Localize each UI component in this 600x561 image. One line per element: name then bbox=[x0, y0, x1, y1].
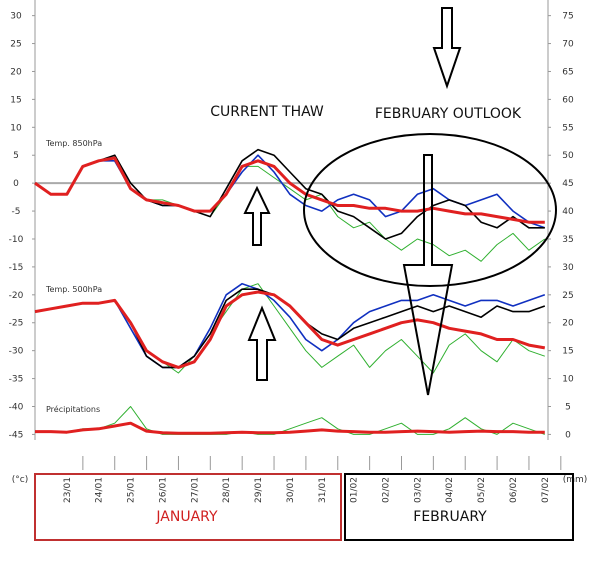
february-box bbox=[344, 473, 574, 541]
x-tick-label: 24/01 bbox=[95, 477, 105, 503]
y2-tick-label: 75 bbox=[562, 12, 573, 22]
y-tick-label: -20 bbox=[9, 291, 24, 301]
series-line bbox=[34, 148, 545, 240]
series-line bbox=[34, 290, 546, 369]
x-tick-label: 28/01 bbox=[222, 477, 232, 503]
y-tick-label: -25 bbox=[9, 319, 24, 329]
y2-tick-label: 40 bbox=[562, 207, 574, 217]
series-label: Temp. 850hPa bbox=[45, 139, 102, 148]
x-tick-label: 04/02 bbox=[445, 477, 455, 503]
series-line bbox=[35, 421, 545, 435]
series-line bbox=[34, 282, 546, 369]
y2-tick-label: 10 bbox=[562, 375, 574, 385]
x-tick-label: 26/01 bbox=[158, 477, 168, 503]
y-tick-label: 20 bbox=[10, 67, 22, 77]
y-tick-label: 0 bbox=[13, 179, 19, 189]
y-tick-label: -40 bbox=[9, 402, 24, 412]
y-tick-label: 15 bbox=[10, 95, 21, 105]
y-tick-label: -10 bbox=[9, 235, 24, 245]
series-label: Temp. 500hPa bbox=[45, 285, 102, 294]
january-box bbox=[34, 473, 342, 541]
series-line bbox=[34, 154, 546, 229]
arrow bbox=[432, 7, 462, 90]
y2-tick-label: 0 bbox=[565, 430, 571, 440]
y2-tick-label: 30 bbox=[562, 263, 574, 273]
y2-axis-label: (mm) bbox=[563, 475, 588, 485]
x-tick-label: 31/01 bbox=[318, 477, 328, 503]
x-tick-label: 05/02 bbox=[477, 477, 487, 503]
x-tick-label: 02/02 bbox=[381, 477, 391, 503]
y2-tick-label: 15 bbox=[562, 347, 573, 357]
annotation: FEBRUARY OUTLOOK bbox=[375, 106, 522, 122]
y-tick-label: -45 bbox=[9, 430, 24, 440]
y-tick-label: -15 bbox=[9, 263, 24, 273]
x-tick-label: 03/02 bbox=[413, 477, 423, 503]
y-axis-label: (°c) bbox=[12, 475, 28, 485]
y2-tick-label: 35 bbox=[562, 235, 573, 245]
series-line bbox=[34, 156, 545, 224]
y2-tick-label: 65 bbox=[562, 67, 573, 77]
series-line bbox=[34, 283, 545, 374]
y-tick-label: 5 bbox=[13, 151, 19, 161]
y2-tick-label: 60 bbox=[562, 95, 574, 105]
y2-tick-label: 20 bbox=[562, 319, 574, 329]
x-tick-label: 07/02 bbox=[541, 477, 551, 503]
y2-tick-label: 5 bbox=[565, 402, 571, 412]
arrow bbox=[243, 185, 271, 246]
y2-tick-label: 45 bbox=[562, 179, 573, 189]
arrow bbox=[247, 305, 277, 381]
y-tick-label: 10 bbox=[10, 123, 22, 133]
y2-tick-label: 70 bbox=[562, 40, 574, 50]
series-line bbox=[35, 406, 545, 435]
y2-tick-label: 55 bbox=[562, 123, 573, 133]
x-tick-label: 25/01 bbox=[127, 477, 137, 503]
x-tick-label: 27/01 bbox=[190, 477, 200, 503]
y-tick-label: -5 bbox=[12, 207, 21, 217]
outlook-ellipse bbox=[303, 133, 557, 287]
annotation: JANUARY bbox=[155, 509, 218, 525]
y-tick-label: 25 bbox=[10, 40, 21, 50]
x-tick-label: 23/01 bbox=[63, 477, 73, 503]
y2-tick-label: 25 bbox=[562, 291, 573, 301]
arrow bbox=[402, 154, 454, 396]
y2-tick-label: 50 bbox=[562, 151, 574, 161]
series-label: Précipitations bbox=[46, 404, 100, 414]
x-tick-label: 29/01 bbox=[254, 477, 264, 503]
x-tick-label: 06/02 bbox=[509, 477, 519, 503]
y-tick-label: -35 bbox=[9, 375, 24, 385]
y-tick-label: 30 bbox=[10, 12, 22, 22]
annotation: FEBRUARY bbox=[413, 509, 487, 525]
y-tick-label: -30 bbox=[9, 347, 24, 357]
series-line bbox=[34, 160, 546, 262]
annotation: CURRENT THAW bbox=[210, 104, 324, 120]
x-tick-label: 30/01 bbox=[286, 477, 296, 503]
x-tick-label: 01/02 bbox=[350, 477, 360, 503]
